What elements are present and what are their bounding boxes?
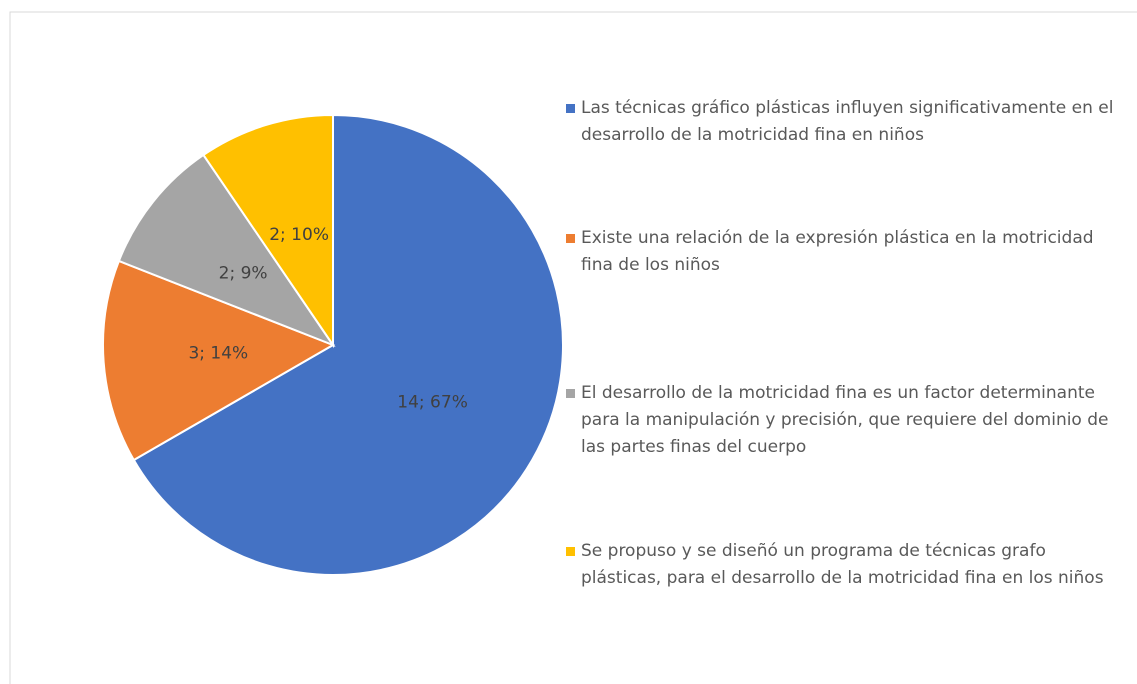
- legend-swatch: [566, 547, 575, 556]
- pie-slice: [102, 259, 336, 462]
- legend-label: Se propuso y se diseñó un programa de té…: [581, 541, 1104, 588]
- chart-border: [9, 11, 1137, 684]
- pie-slice: [202, 113, 334, 349]
- legend-label: Existe una relación de la expresión plás…: [581, 228, 1094, 275]
- legend-entry: Existe una relación de la expresión plás…: [566, 225, 1126, 279]
- pie-slice: [132, 113, 564, 576]
- data-label: 14; 67%: [397, 393, 468, 413]
- legend-entry: Se propuso y se diseñó un programa de té…: [566, 538, 1126, 592]
- legend-swatch: [566, 389, 575, 398]
- data-label: 2; 10%: [269, 225, 329, 245]
- data-label: 2; 9%: [219, 263, 268, 283]
- legend-entry: El desarrollo de la motricidad fina es u…: [566, 380, 1126, 461]
- legend-swatch: [566, 104, 575, 113]
- legend-label: El desarrollo de la motricidad fina es u…: [581, 383, 1109, 457]
- legend-label: Las técnicas gráfico plásticas influyen …: [581, 98, 1114, 145]
- pie-slice: [117, 153, 336, 348]
- legend-swatch: [566, 234, 575, 243]
- data-label: 3; 14%: [188, 344, 248, 364]
- legend-entry: Las técnicas gráfico plásticas influyen …: [566, 95, 1126, 149]
